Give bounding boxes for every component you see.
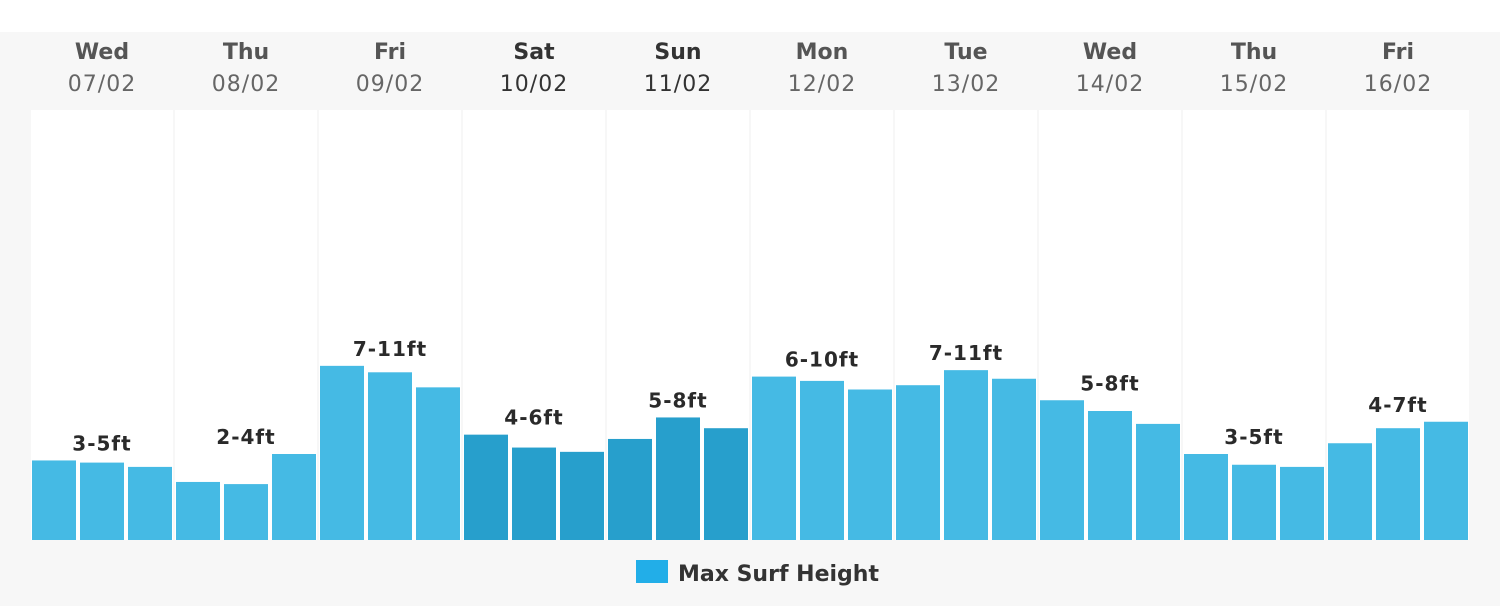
surf-bar[interactable] [1376,428,1420,540]
legend[interactable]: Max Surf Height [636,560,879,587]
surf-bar[interactable] [704,428,748,540]
surf-bar[interactable] [1232,464,1276,540]
day-date: 09/02 [356,72,424,97]
surf-range-label: 4-6ft [504,406,563,430]
surf-bar[interactable] [1280,466,1324,540]
surf-bar[interactable] [224,484,268,540]
surf-bar[interactable] [1088,411,1132,540]
surf-bar[interactable] [32,460,76,540]
surf-bar[interactable] [176,481,220,540]
day-date: 15/02 [1220,72,1288,97]
surf-chart-svg: Wed 07/02 Thu 08/02 Fri 09/02 Sat 10/02 Sun 11/02… [31,40,1469,587]
surf-bar[interactable] [752,376,796,540]
surf-bar[interactable] [1328,443,1372,540]
day-name: Thu [223,40,269,65]
day-date: 14/02 [1076,72,1144,97]
surf-bar[interactable] [896,385,940,540]
surf-bar[interactable] [1040,400,1084,540]
surf-bar[interactable] [560,451,604,540]
surf-bar[interactable] [128,466,172,540]
day-date: 10/02 [500,72,568,97]
surf-range-label: 3-5ft [1224,425,1283,449]
surf-range-label: 4-7ft [1368,393,1427,417]
day-name: Wed [75,40,129,65]
day-date: 08/02 [212,72,280,97]
surf-bar[interactable] [944,370,988,540]
legend-label[interactable]: Max Surf Height [678,562,879,587]
day-date: 12/02 [788,72,856,97]
day-name: Sat [513,40,555,65]
surf-bar[interactable] [272,454,316,540]
surf-bar[interactable] [992,378,1036,540]
day-name: Sun [654,40,701,65]
surf-range-label: 7-11ft [929,341,1003,365]
day-date: 13/02 [932,72,1000,97]
surf-range-label: 5-8ft [1080,371,1139,395]
surf-bar[interactable] [848,389,892,541]
surf-bar[interactable] [1184,454,1228,540]
day-name: Thu [1231,40,1277,65]
surf-bar[interactable] [80,462,124,540]
surf-bar[interactable] [656,417,700,540]
day-name: Tue [944,40,987,65]
bars [32,365,1468,541]
surf-bar[interactable] [512,447,556,540]
surf-bar[interactable] [368,372,412,540]
day-name: Fri [1382,40,1414,65]
day-name: Wed [1083,40,1137,65]
surf-range-label: 6-10ft [785,348,859,372]
surf-range-label: 2-4ft [216,425,275,449]
surf-bar[interactable] [320,365,364,540]
range-labels: 3-5ft 2-4ft 7-11ft 4-6ft 5-8ft 6-10ft 7-11ft 5-… [72,337,1427,456]
day-headers: Wed 07/02 Thu 08/02 Fri 09/02 Sat 10/02 Sun 11/02… [68,40,1432,97]
day-date: 07/02 [68,72,136,97]
legend-swatch[interactable] [636,560,668,583]
surf-range-label: 3-5ft [72,431,131,455]
day-name: Fri [374,40,406,65]
surf-range-label: 7-11ft [353,337,427,361]
surf-bar[interactable] [608,438,652,540]
surf-bar[interactable] [800,380,844,540]
surf-bar[interactable] [464,434,508,540]
day-name: Mon [796,40,849,65]
day-date: 11/02 [644,72,712,97]
surf-bar[interactable] [416,387,460,540]
surf-chart: Wed 07/02 Thu 08/02 Fri 09/02 Sat 10/02 Sun 11/02… [0,32,1500,606]
surf-bar[interactable] [1424,421,1468,540]
surf-bar[interactable] [1136,423,1180,540]
day-date: 16/02 [1364,72,1432,97]
surf-range-label: 5-8ft [648,388,707,412]
